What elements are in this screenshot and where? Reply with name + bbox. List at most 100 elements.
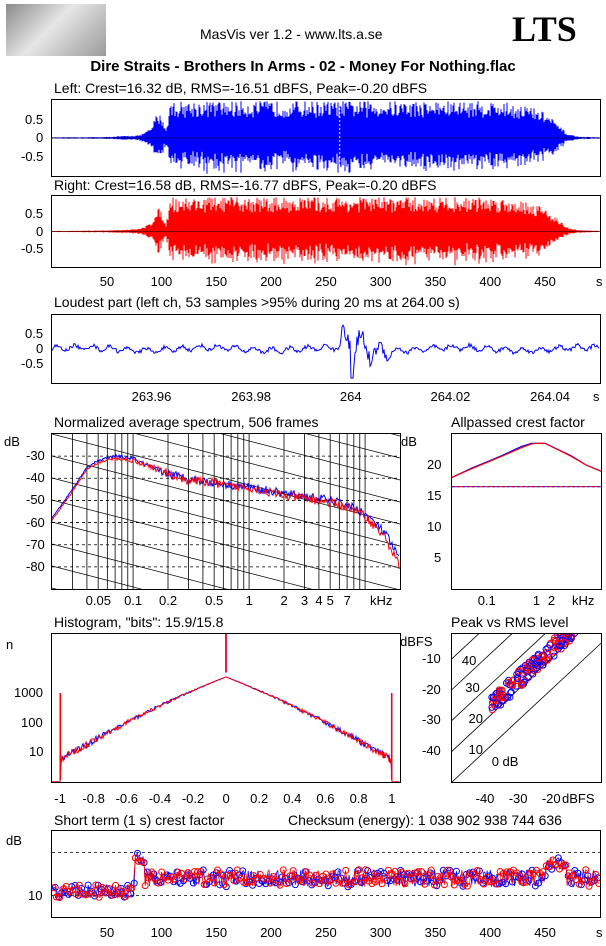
x-tick-label: 1	[245, 593, 253, 608]
slope-line	[52, 455, 400, 547]
y-tick-label: 10	[28, 887, 43, 903]
short-crest-point	[82, 891, 90, 899]
peak-rms-point	[550, 652, 558, 660]
y-tick-label: -60	[26, 514, 45, 530]
short-crest-point	[377, 868, 385, 876]
short-crest-point	[237, 874, 245, 882]
slope-line	[52, 543, 228, 589]
x-tick-label: 0.05	[85, 593, 111, 608]
x-tick-label: -40	[475, 791, 495, 806]
short-crest-point	[401, 880, 409, 888]
short-crest-point	[102, 889, 110, 897]
peak-rms-point	[550, 636, 558, 644]
peak-rms-point	[492, 699, 500, 707]
lts-logo-image	[6, 4, 106, 56]
x-tick-label: 3	[300, 593, 309, 608]
x-tick-label: -20	[541, 791, 561, 806]
short-crest-point	[299, 878, 307, 886]
f-short-svg	[52, 849, 600, 902]
y-tick-label: -30	[26, 448, 45, 464]
peak-rms-point	[551, 637, 559, 645]
x-tick-label: 0.2	[159, 593, 178, 608]
short-crest-point	[381, 874, 389, 882]
short-crest-point	[181, 875, 189, 883]
short-crest-point	[526, 869, 534, 877]
short-crest-point	[52, 884, 57, 892]
left-histogram-line	[52, 676, 399, 782]
histogram-title: Histogram, "bits": 15.9/15.8	[54, 614, 224, 630]
peak-rms-point	[564, 634, 572, 639]
y-tick-label: -10	[422, 650, 441, 666]
short-crest-point	[75, 881, 83, 889]
peak-rms-point	[546, 641, 554, 649]
crest-diagonal	[452, 634, 480, 660]
x-tick-label: -0.4	[148, 791, 172, 806]
short-crest-point	[394, 877, 402, 885]
x-tick-label: 263.98	[231, 389, 272, 404]
y-tick-label: -40	[422, 743, 441, 759]
slope-line	[52, 565, 143, 589]
x-axis-label: dBFS	[562, 791, 595, 806]
loudest-title: Loudest part (left ch, 53 samples >95% d…	[54, 294, 460, 310]
f-right-svg	[52, 197, 600, 266]
x-tick-label: 263.96	[131, 389, 172, 404]
x-tick-label: 264.04	[530, 389, 570, 404]
checksum: Checksum (energy): 1 038 902 938 744 636	[288, 812, 562, 828]
peak-rms-point	[500, 692, 508, 700]
short-crest-point	[552, 860, 560, 868]
peak-rms-title: Peak vs RMS level	[451, 614, 569, 630]
y-axis-label: dB	[6, 833, 22, 848]
short-crest-point	[289, 867, 297, 875]
y-tick-label: -50	[26, 492, 45, 508]
x-tick-label: 250	[315, 925, 337, 940]
short-crest-point	[519, 879, 527, 887]
slope-line	[135, 434, 400, 503]
short-crest-point	[174, 868, 182, 876]
waveform-trace	[52, 101, 600, 174]
peak-rms-point	[525, 673, 533, 681]
short-crest-point	[138, 858, 146, 866]
f-hist-svg	[52, 634, 399, 782]
x-tick-label: 0.8	[349, 791, 368, 806]
left-waveform-chart	[51, 99, 601, 177]
crest-diagonal	[452, 634, 546, 721]
crest-diagonal	[452, 642, 601, 782]
left-title: Left: Crest=16.32 dB, RMS=-16.51 dBFS, P…	[54, 80, 428, 96]
short-crest-point	[121, 893, 129, 901]
short-crest-point	[92, 881, 100, 889]
short-crest-point	[217, 870, 225, 878]
x-tick-label: 2	[280, 593, 288, 608]
slope-line	[220, 434, 400, 481]
x-tick-label: 7	[343, 593, 351, 608]
peak-rms-point	[543, 648, 551, 656]
crest-title: Allpassed crest factor	[451, 414, 585, 430]
peak-rms-point	[539, 661, 547, 669]
x-tick-label: 100	[150, 274, 173, 289]
short-crest-point	[89, 888, 97, 896]
right-waveform-chart	[51, 195, 601, 268]
diagonal-label: 40	[461, 652, 477, 668]
short-crest-point	[148, 868, 156, 876]
x-tick-label: 50	[99, 274, 115, 289]
peak-rms-point	[513, 674, 521, 682]
short-crest-point	[273, 876, 281, 884]
y-tick-label: 1000	[14, 685, 43, 701]
x-tick-label: -0.6	[115, 791, 138, 806]
x-tick-label: 350	[424, 274, 447, 289]
x-tick-label: 50	[99, 925, 115, 940]
y-tick-label: -20	[422, 681, 441, 697]
short-crest-point	[62, 882, 70, 890]
peak-rms-point	[530, 664, 538, 672]
short-crest-point	[312, 871, 320, 879]
f-peak-svg	[452, 634, 601, 782]
diagonal-label: 20	[468, 711, 484, 727]
short-crest-point	[95, 893, 103, 901]
x-tick-label: 200	[260, 925, 282, 940]
file-name: Dire Straits - Brothers In Arms - 02 - M…	[90, 58, 516, 75]
short-crest-point	[329, 870, 337, 878]
x-tick-label: 0.5	[205, 593, 224, 608]
peak-rms-point	[504, 693, 512, 701]
y-tick-label: 5	[434, 550, 442, 565]
y-tick-label: 0	[36, 341, 44, 356]
y-tick-label: 15	[427, 488, 442, 503]
